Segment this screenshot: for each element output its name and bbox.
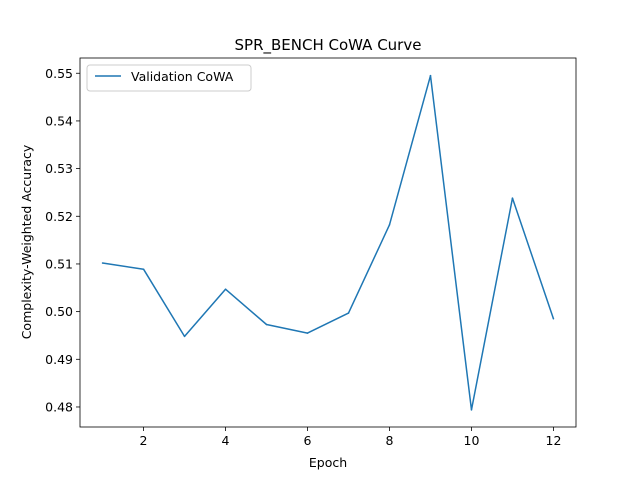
data-point [347,312,350,314]
data-point [306,332,309,334]
y-tick-label: 0.55 [45,66,73,81]
data-point [552,318,555,320]
y-axis-label: Complexity-Weighted Accuracy [19,144,34,339]
y-tick-label: 0.54 [45,113,73,128]
axes-frame [79,57,577,428]
data-point [224,288,227,290]
y-tick-label: 0.49 [45,352,73,367]
y-tick-label: 0.53 [45,161,73,176]
data-point [101,262,104,264]
plot-area: 2 4 6 8 10 12 0.48 0.49 0.50 0.51 0.52 0.53 0.54 0.55 [45,57,577,448]
x-tick-label: 2 [140,433,148,448]
data-point [142,268,145,270]
x-tick-label: 8 [386,433,394,448]
data-point [470,409,473,411]
y-tick-label: 0.52 [45,209,73,224]
data-point [265,323,268,326]
data-point [429,74,432,77]
y-tick-label: 0.48 [45,399,73,414]
legend-label-validation-cowa: Validation CoWA [131,69,234,84]
x-tick-label: 6 [304,433,312,448]
data-point [388,224,391,226]
x-tick-label: 12 [546,433,562,448]
legend-box [86,64,252,92]
chart-title: SPR_BENCH CoWA Curve [235,36,422,55]
legend: Validation CoWA [86,64,252,92]
data-point [183,335,186,338]
x-tick-label: 4 [222,433,230,448]
y-tick-label: 0.51 [45,256,73,271]
x-axis-label: Epoch [309,455,347,470]
data-point [511,197,514,199]
y-tick-label: 0.50 [45,304,73,319]
x-tick-label: 10 [464,433,480,448]
series-line-0 [102,74,555,411]
